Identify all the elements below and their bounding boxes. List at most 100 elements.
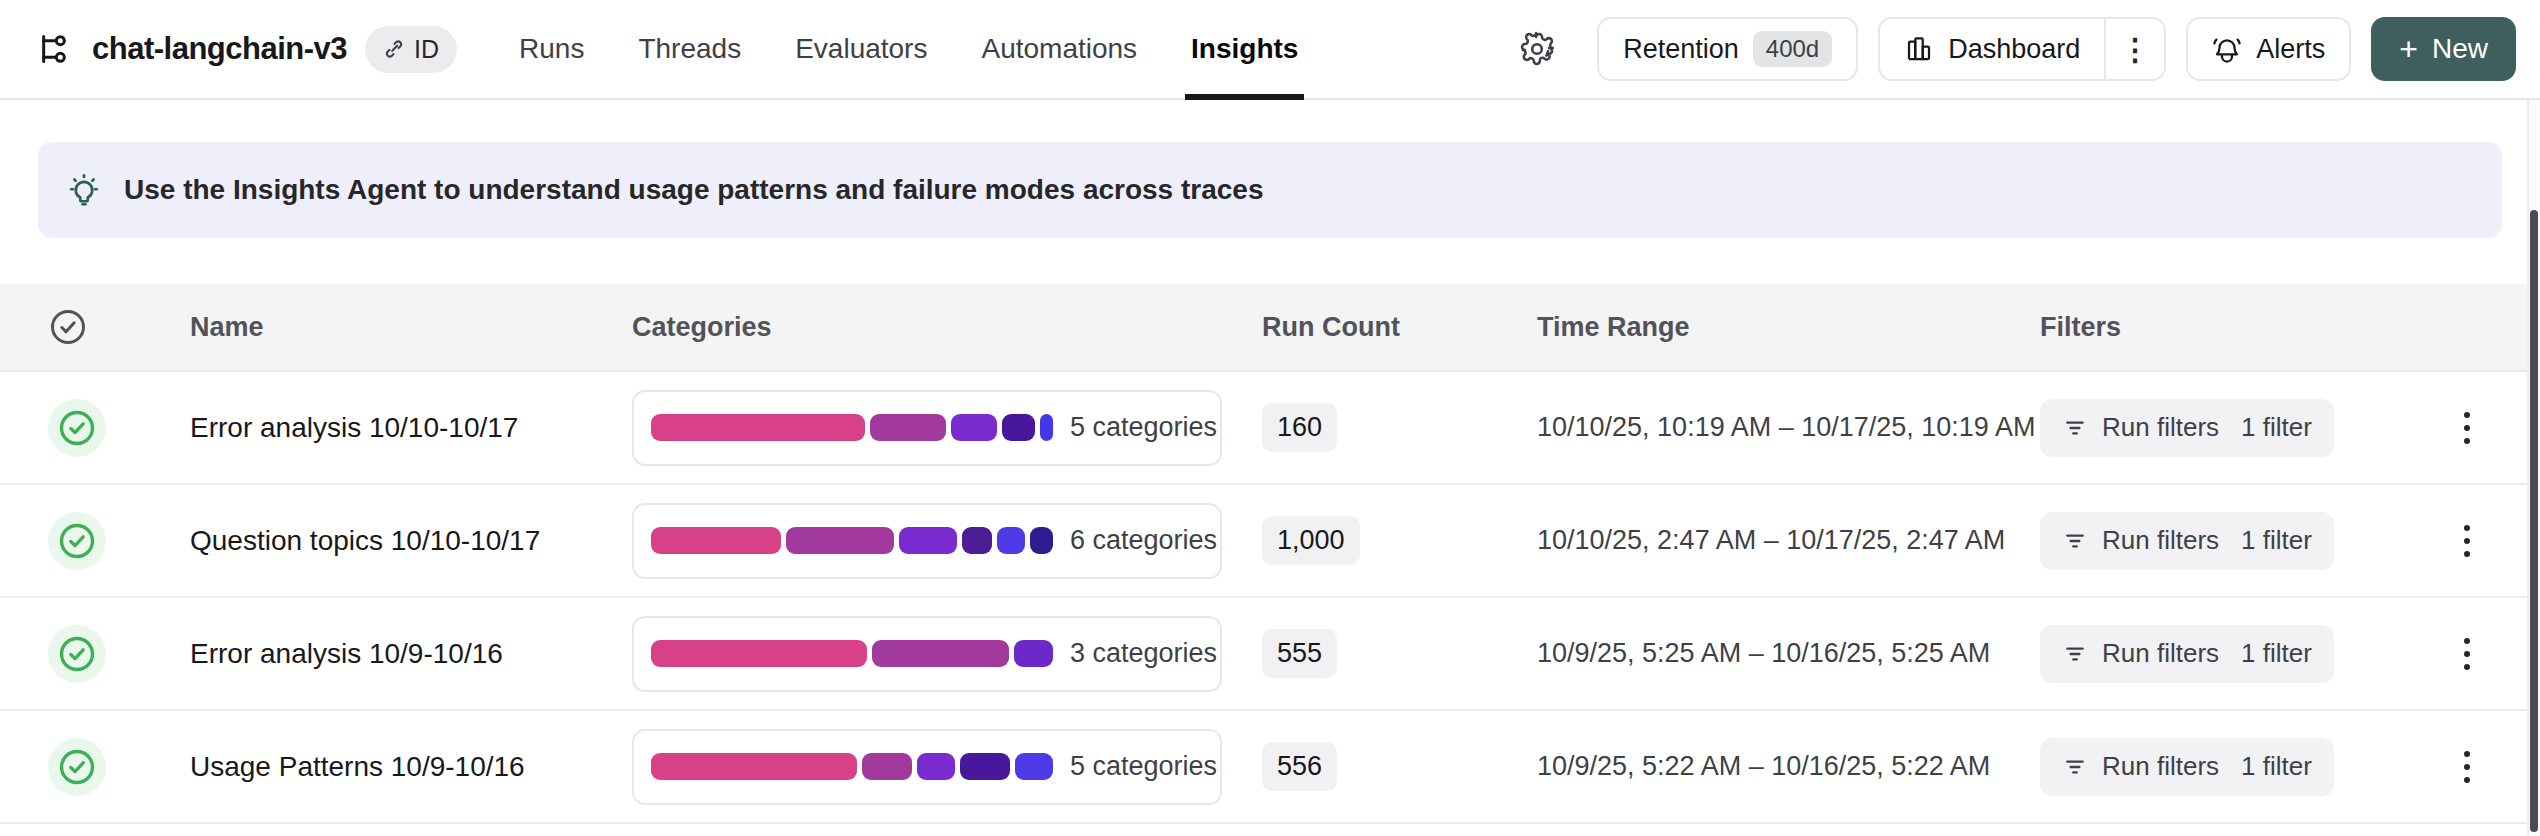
header-bar: chat-langchain-v3 ID Runs Threads Evalua… [0,0,2540,100]
run-count-badge: 556 [1262,742,1337,791]
column-header-run-count[interactable]: Run Count [1262,312,1537,343]
row-menu-button[interactable] [2454,515,2480,567]
column-header-filters[interactable]: Filters [2040,312,2430,343]
filter-count-label: 1 filter [2241,751,2312,782]
project-trace-icon [32,29,72,69]
categories-count-label: 3 categories [1070,638,1217,669]
row-status-success-icon [48,512,106,570]
run-filters-pill[interactable]: Run filters 1 filter [2040,512,2334,570]
categories-count-label: 5 categories [1070,751,1217,782]
category-segment [899,527,957,554]
filter-icon [2062,528,2088,554]
column-header-categories[interactable]: Categories [632,312,1262,343]
insights-agent-banner: Use the Insights Agent to understand usa… [38,142,2502,238]
retention-label: Retention [1623,34,1739,65]
run-filters-pill[interactable]: Run filters 1 filter [2040,399,2334,457]
category-segment [917,753,955,780]
row-menu-button[interactable] [2454,628,2480,680]
tab-threads[interactable]: Threads [638,0,741,98]
row-menu-button[interactable] [2454,402,2480,454]
dashboard-menu-button[interactable]: ⋮ [2106,19,2164,79]
table-header-row: Name Categories Run Count Time Range Fil… [0,284,2540,372]
alerts-button[interactable]: Alerts [2186,17,2351,81]
tab-runs[interactable]: Runs [519,0,584,98]
row-status-success-icon [48,738,106,796]
category-segment [1030,527,1053,554]
id-badge-label: ID [414,35,439,64]
insight-name-link[interactable]: Error analysis 10/10-10/17 [190,412,518,443]
category-segment [997,527,1025,554]
insight-name-link[interactable]: Usage Patterns 10/9-10/16 [190,751,525,782]
dashboard-button[interactable]: Dashboard [1880,19,2104,79]
run-count-badge: 1,000 [1262,516,1360,565]
filter-count-label: 1 filter [2241,525,2312,556]
row-status-success-icon [48,625,106,683]
select-all-check-icon[interactable] [48,307,88,347]
category-segment [962,527,992,554]
run-filters-label: Run filters [2102,638,2219,669]
tab-automations[interactable]: Automations [981,0,1137,98]
filter-icon [2062,754,2088,780]
categories-preview[interactable]: 6 categories [632,503,1222,579]
bell-icon [2212,34,2242,64]
category-segment [1014,640,1053,667]
categories-count-label: 6 categories [1070,525,1217,556]
insight-name-link[interactable]: Error analysis 10/9-10/16 [190,638,503,669]
row-menu-button[interactable] [2454,741,2480,793]
time-range-text: 10/9/25, 5:25 AM – 10/16/25, 5:25 AM [1537,638,1990,668]
retention-value-badge: 400d [1753,31,1832,67]
filter-icon [2062,415,2088,441]
insights-page: chat-langchain-v3 ID Runs Threads Evalua… [0,0,2540,836]
category-segment [960,753,1010,780]
column-header-time-range[interactable]: Time Range [1537,312,2040,343]
header-actions: Retention 400d Dashboard ⋮ [1511,17,2516,81]
time-range-text: 10/9/25, 5:22 AM – 10/16/25, 5:22 AM [1537,751,1990,781]
time-range-text: 10/10/25, 10:19 AM – 10/17/25, 10:19 AM [1537,412,2035,442]
category-segment [870,414,946,441]
table-row[interactable]: Question topics 10/10-10/17 6 categories… [0,485,2540,598]
vertical-scrollbar [2527,100,2540,836]
copy-id-badge[interactable]: ID [365,26,457,73]
retention-button[interactable]: Retention 400d [1597,17,1858,81]
insights-table: Name Categories Run Count Time Range Fil… [0,284,2540,824]
tab-insights[interactable]: Insights [1191,0,1298,98]
table-row[interactable]: Usage Patterns 10/9-10/16 5 categories 5… [0,711,2540,824]
category-segment [786,527,893,554]
bar-chart-icon [1904,34,1934,64]
category-segment [651,640,867,667]
category-distribution-bar [651,640,1053,667]
table-row[interactable]: Error analysis 10/10-10/17 5 categories … [0,372,2540,485]
filter-icon [2062,641,2088,667]
row-status-success-icon [48,399,106,457]
kebab-icon: ⋮ [2120,32,2150,67]
filter-count-label: 1 filter [2241,412,2312,443]
gear-icon [1519,31,1555,67]
scrollbar-thumb[interactable] [2530,210,2538,832]
run-filters-label: Run filters [2102,525,2219,556]
run-filters-pill[interactable]: Run filters 1 filter [2040,738,2334,796]
run-count-badge: 160 [1262,403,1337,452]
run-filters-pill[interactable]: Run filters 1 filter [2040,625,2334,683]
filter-count-label: 1 filter [2241,638,2312,669]
run-filters-label: Run filters [2102,751,2219,782]
page-title: chat-langchain-v3 [92,31,347,67]
settings-button[interactable] [1511,23,1563,75]
time-range-text: 10/10/25, 2:47 AM – 10/17/25, 2:47 AM [1537,525,2005,555]
table-row[interactable]: Error analysis 10/9-10/16 3 categories 5… [0,598,2540,711]
lightbulb-icon [66,172,102,208]
category-segment [1015,753,1053,780]
categories-preview[interactable]: 5 categories [632,390,1222,466]
tab-evaluators[interactable]: Evaluators [795,0,927,98]
categories-count-label: 5 categories [1070,412,1217,443]
category-segment [862,753,912,780]
new-button[interactable]: + New [2371,17,2516,81]
insight-name-link[interactable]: Question topics 10/10-10/17 [190,525,540,556]
categories-preview[interactable]: 5 categories [632,729,1222,805]
banner-message: Use the Insights Agent to understand usa… [124,174,1263,206]
dashboard-label: Dashboard [1948,34,2080,65]
alerts-label: Alerts [2256,34,2325,65]
column-header-name[interactable]: Name [190,312,632,343]
categories-preview[interactable]: 3 categories [632,616,1222,692]
category-distribution-bar [651,527,1053,554]
run-count-badge: 555 [1262,629,1337,678]
